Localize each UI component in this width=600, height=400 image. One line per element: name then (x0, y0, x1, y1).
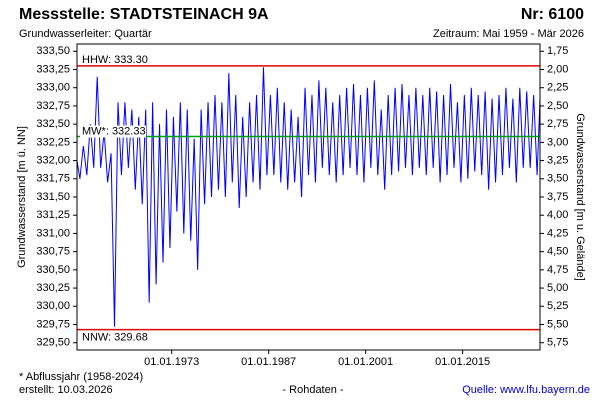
y-tick-label: 333,00 (36, 82, 70, 94)
reference-label: NNW: 329.68 (82, 332, 148, 344)
y-tick-label: 329,50 (36, 337, 70, 349)
y2-tick-label: 4,25 (547, 227, 568, 239)
y2-axis-label: Grundwasserstand [m u. Gelände] (574, 113, 586, 281)
y-tick-label: 330,25 (36, 282, 70, 294)
y-tick-label: 330,75 (36, 246, 70, 258)
y-tick-label: 331,00 (36, 227, 70, 239)
water-level-line (76, 67, 541, 327)
subtitle: Grundwasserleiter: Quartär (19, 28, 152, 40)
y2-tick-label: 2,75 (547, 118, 568, 130)
y-tick-label: 329,75 (36, 318, 70, 330)
footnote: * Abflussjahr (1958-2024) (19, 371, 143, 383)
y2-tick-label: 4,00 (547, 209, 568, 221)
source: Quelle: www.lfu.bayern.de (462, 384, 590, 396)
reference-label: HHW: 333.30 (82, 54, 148, 66)
y-tick-label: 332,75 (36, 100, 70, 112)
y-axis-label: Grundwasserstand [m ü. NN] (16, 126, 28, 268)
y2-tick-label: 1,75 (547, 45, 568, 57)
x-tick-label: 01.01.2001 (338, 356, 393, 368)
y2-tick-label: 2,25 (547, 82, 568, 94)
y2-tick-label: 3,25 (547, 154, 568, 166)
y-tick-label: 330,00 (36, 300, 70, 312)
y-tick-label: 333,25 (36, 63, 70, 75)
y-tick-label: 333,50 (36, 45, 70, 57)
y-tick-label: 330,50 (36, 264, 70, 276)
data-type: - Rohdaten - (282, 384, 343, 396)
y2-tick-label: 5,50 (547, 318, 568, 330)
y2-tick-label: 5,75 (547, 337, 568, 349)
x-tick-label: 01.01.2015 (435, 356, 490, 368)
y-tick-label: 331,50 (36, 191, 70, 203)
y2-tick-label: 3,75 (547, 191, 568, 203)
y2-tick-label: 3,50 (547, 173, 568, 185)
station-number: Nr: 6100 (521, 6, 584, 23)
y2-tick-label: 4,50 (547, 246, 568, 258)
chart-title: Messstelle: STADTSTEINACH 9A (19, 6, 269, 23)
reference-label: MW*: 332.33 (82, 125, 146, 137)
y2-tick-label: 2,50 (547, 100, 568, 112)
y2-tick-label: 5,25 (547, 300, 568, 312)
y2-tick-label: 2,00 (547, 63, 568, 75)
y-tick-label: 331,75 (36, 173, 70, 185)
y2-tick-label: 4,75 (547, 264, 568, 276)
label-background (80, 125, 146, 138)
y-tick-label: 332,00 (36, 154, 70, 166)
plot-frame (76, 43, 541, 351)
y2-tick-label: 5,00 (547, 282, 568, 294)
y2-tick-label: 3,00 (547, 136, 568, 148)
x-tick-label: 01.01.1987 (241, 356, 296, 368)
created-date: erstellt: 10.03.2026 (19, 384, 113, 396)
x-tick-label: 01.01.1973 (144, 356, 199, 368)
y-tick-label: 332,50 (36, 118, 70, 130)
period: Zeitraum: Mai 1959 - Mär 2026 (433, 28, 584, 40)
y-tick-label: 332,25 (36, 136, 70, 148)
y-tick-label: 331,25 (36, 209, 70, 221)
